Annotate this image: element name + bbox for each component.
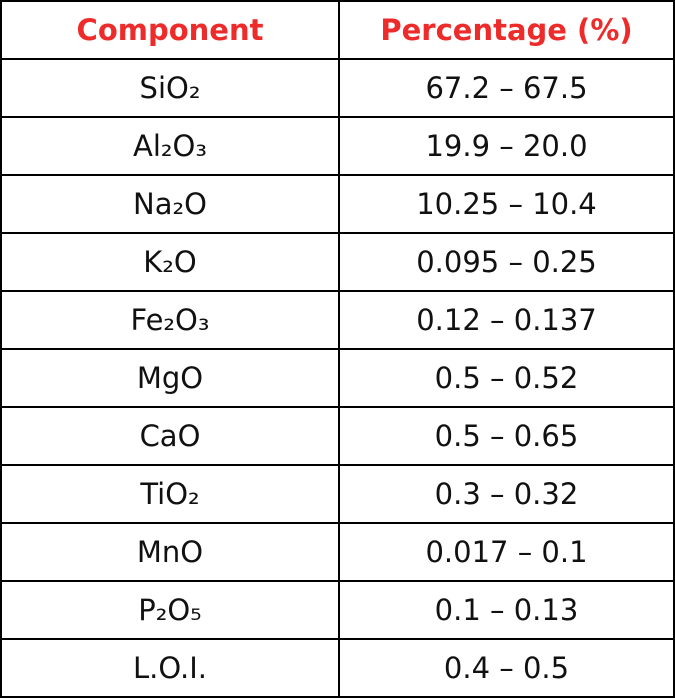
percentage-cell: 0.095 – 0.25 (338, 232, 675, 292)
table-row: K₂O 0.095 – 0.25 (0, 232, 675, 292)
table-row: MgO 0.5 – 0.52 (0, 348, 675, 408)
component-cell: TiO₂ (0, 464, 340, 524)
component-cell: MgO (0, 348, 340, 408)
percentage-cell: 67.2 – 67.5 (338, 58, 675, 118)
component-cell: Al₂O₃ (0, 116, 340, 176)
component-cell: L.O.I. (0, 638, 340, 698)
header-row: Component Percentage (%) (0, 0, 675, 60)
table-row: L.O.I. 0.4 – 0.5 (0, 638, 675, 698)
table-row: P₂O₅ 0.1 – 0.13 (0, 580, 675, 640)
table-row: SiO₂ 67.2 – 67.5 (0, 58, 675, 118)
component-cell: CaO (0, 406, 340, 466)
percentage-cell: 0.5 – 0.52 (338, 348, 675, 408)
component-cell: MnO (0, 522, 340, 582)
percentage-cell: 0.3 – 0.32 (338, 464, 675, 524)
component-cell: SiO₂ (0, 58, 340, 118)
percentage-cell: 19.9 – 20.0 (338, 116, 675, 176)
table-row: Na₂O 10.25 – 10.4 (0, 174, 675, 234)
component-cell: Fe₂O₃ (0, 290, 340, 350)
table-row: MnO 0.017 – 0.1 (0, 522, 675, 582)
percentage-cell: 0.4 – 0.5 (338, 638, 675, 698)
percentage-cell: 10.25 – 10.4 (338, 174, 675, 234)
component-cell: K₂O (0, 232, 340, 292)
percentage-cell: 0.5 – 0.65 (338, 406, 675, 466)
percentage-cell: 0.12 – 0.137 (338, 290, 675, 350)
table-body: SiO₂ 67.2 – 67.5 Al₂O₃ 19.9 – 20.0 Na₂O 10.25… (0, 58, 675, 698)
percentage-cell: 0.017 – 0.1 (338, 522, 675, 582)
header-cell: Percentage (%) (338, 0, 675, 60)
component-cell: Na₂O (0, 174, 340, 234)
component-cell: P₂O₅ (0, 580, 340, 640)
header-cell: Component (0, 0, 340, 60)
percentage-cell: 0.1 – 0.13 (338, 580, 675, 640)
table-row: Fe₂O₃ 0.12 – 0.137 (0, 290, 675, 350)
table-row: TiO₂ 0.3 – 0.32 (0, 464, 675, 524)
table-row: Al₂O₃ 19.9 – 20.0 (0, 116, 675, 176)
table-row: CaO 0.5 – 0.65 (0, 406, 675, 466)
